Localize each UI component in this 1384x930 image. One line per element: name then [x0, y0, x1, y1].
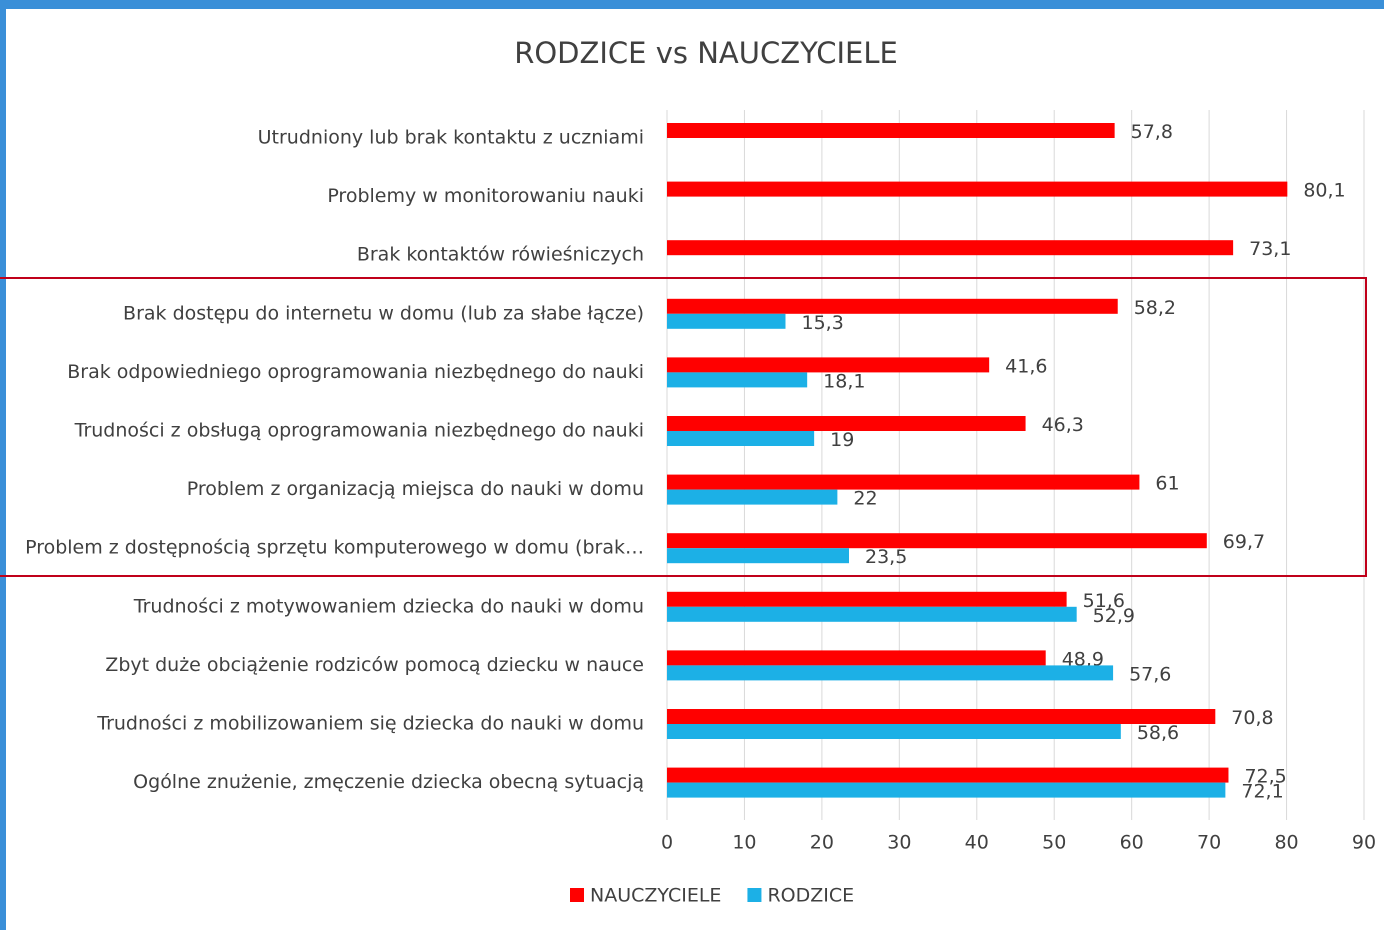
legend-swatch: [570, 888, 584, 902]
value-label: 72,5: [1244, 766, 1286, 788]
bar: [667, 240, 1234, 256]
bar: [667, 650, 1046, 666]
y-tick-label: Brak kontaktów rówieśniczych: [357, 244, 644, 266]
legend-label: RODZICE: [767, 885, 854, 907]
x-tick-label: 30: [887, 832, 911, 854]
value-label: 22: [853, 488, 877, 510]
x-tick-label: 10: [732, 832, 756, 854]
y-tick-label: Ogólne znużenie, zmęczenie dziecka obecn…: [133, 771, 644, 793]
value-label: 18,1: [823, 370, 865, 392]
value-label: 46,3: [1042, 414, 1084, 436]
value-label: 69,7: [1223, 531, 1265, 553]
y-tick-label: Brak dostępu do internetu w domu (lub za…: [123, 302, 644, 324]
bar: [667, 606, 1077, 622]
y-tick-label: Trudności z obsługą oprogramowania niezb…: [74, 420, 644, 442]
value-label: 48,9: [1062, 648, 1104, 670]
x-tick-label: 40: [965, 832, 989, 854]
bar: [667, 724, 1121, 739]
value-label: 51,6: [1083, 590, 1125, 612]
value-label: 61: [1155, 473, 1179, 495]
value-label: 58,2: [1134, 297, 1176, 319]
value-label: 58,6: [1137, 722, 1179, 744]
bar: [667, 431, 815, 446]
x-tick-label: 50: [1042, 832, 1066, 854]
value-label: 72,1: [1241, 781, 1283, 803]
y-tick-label: Problemy w monitorowaniu nauki: [327, 185, 644, 207]
value-label: 57,8: [1131, 121, 1173, 143]
bar: [667, 123, 1115, 138]
y-tick-label: Brak odpowiedniego oprogramowania niezbę…: [67, 361, 644, 383]
frame-left: [0, 0, 6, 930]
y-tick-label: Problem z dostępnością sprzętu komputero…: [25, 537, 644, 559]
bar: [667, 298, 1118, 314]
bar: [667, 548, 849, 564]
value-label: 52,9: [1093, 605, 1135, 627]
chart-title: RODZICE vs NAUCZYCIELE: [514, 36, 898, 70]
bar: [667, 782, 1226, 798]
y-tick-label: Zbyt duże obciążenie rodziców pomocą dzi…: [105, 654, 644, 676]
x-tick-label: 70: [1197, 832, 1221, 854]
highlight-box: [0, 277, 1367, 577]
bar: [667, 357, 990, 373]
bar: [667, 767, 1229, 783]
x-tick-label: 0: [661, 832, 673, 854]
legend-label: NAUCZYCIELE: [590, 885, 721, 907]
bar: [667, 474, 1140, 490]
frame-top: [0, 0, 1384, 9]
value-label: 15,3: [801, 312, 843, 334]
bar: [667, 591, 1067, 607]
bar: [667, 372, 808, 388]
x-tick-label: 90: [1352, 832, 1376, 854]
y-tick-label: Problem z organizacją miejsca do nauki w…: [187, 478, 644, 500]
x-tick-label: 80: [1274, 832, 1298, 854]
value-label: 23,5: [865, 546, 907, 568]
bar: [667, 709, 1216, 724]
bar: [667, 181, 1288, 197]
bar: [667, 665, 1114, 681]
y-tick-label: Trudności z mobilizowaniem się dziecka d…: [96, 713, 644, 735]
value-label: 70,8: [1231, 707, 1273, 729]
value-label: 57,6: [1129, 663, 1171, 685]
bar: [667, 489, 838, 505]
x-tick-label: 20: [810, 832, 834, 854]
value-label: 73,1: [1249, 238, 1291, 260]
value-label: 41,6: [1005, 355, 1047, 377]
bar: [667, 313, 786, 329]
legend-swatch: [747, 888, 762, 902]
y-tick-label: Trudności z motywowaniem dziecka do nauk…: [133, 595, 644, 617]
y-tick-label: Utrudniony lub brak kontaktu z uczniami: [258, 127, 644, 149]
bar: [667, 416, 1026, 431]
bar: [667, 533, 1207, 549]
value-label: 80,1: [1303, 180, 1345, 202]
x-tick-label: 60: [1120, 832, 1144, 854]
value-label: 19: [830, 429, 854, 451]
